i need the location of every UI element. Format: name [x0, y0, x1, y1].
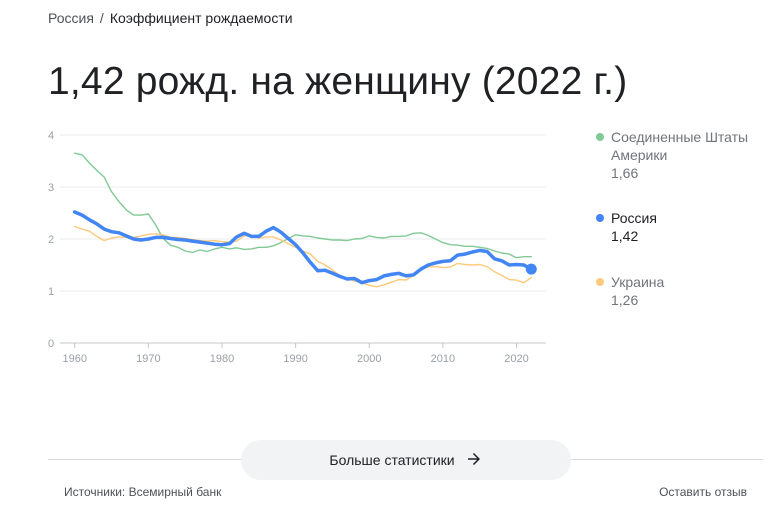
more-statistics-label: Больше статистики — [329, 452, 455, 468]
series-line-usa — [74, 152, 532, 259]
series-endpoint-russia — [525, 263, 537, 275]
y-tick-label-2: 2 — [48, 234, 54, 246]
breadcrumb-current: Коэффициент рождаемости — [109, 10, 293, 26]
x-tick-label-1960: 1960 — [62, 353, 86, 365]
breadcrumb-separator: / — [99, 10, 104, 26]
headline-value: 1,42 рожд. на женщину (2022 г.) — [48, 60, 628, 103]
y-tick-label-3: 3 — [48, 182, 54, 194]
legend-name-russia: Россия — [611, 210, 657, 226]
legend-entry-russia[interactable]: Россия 1,42 — [596, 209, 756, 245]
legend-entry-ukraine[interactable]: Украина 1,26 — [596, 273, 756, 309]
x-tick-label-2000: 2000 — [357, 353, 381, 365]
legend-value-russia: 1,42 — [611, 228, 639, 244]
legend-name-usa: Соединенные Штаты Америки — [611, 129, 749, 163]
series-line-russia — [72, 210, 534, 285]
x-tick-label-1990: 1990 — [283, 353, 307, 365]
legend-entry-usa[interactable]: Соединенные Штаты Америки 1,66 — [596, 128, 756, 182]
legend-dot-usa — [596, 133, 604, 141]
footer-source: Источники: Всемирный банк — [64, 485, 222, 499]
x-tick-label-1980: 1980 — [210, 353, 234, 365]
breadcrumb: Россия / Коэффициент рождаемости — [48, 10, 293, 26]
x-tick-label-1970: 1970 — [136, 353, 160, 365]
legend-dot-russia — [596, 214, 604, 222]
arrow-right-icon — [465, 450, 483, 471]
fertility-line-chart[interactable]: 0 1 2 3 4 1960 1970 1980 1990 2000 2010 2020 — [0, 0, 769, 380]
y-tick-label-0: 0 — [48, 338, 54, 350]
feedback-link[interactable]: Оставить отзыв — [659, 485, 747, 499]
x-tick-label-2010: 2010 — [431, 353, 455, 365]
legend-value-usa: 1,66 — [611, 165, 639, 181]
more-statistics-button[interactable]: Больше статистики — [241, 440, 571, 480]
breadcrumb-root-link[interactable]: Россия — [48, 10, 94, 26]
legend-name-ukraine: Украина — [611, 274, 665, 290]
x-tick-label-2020: 2020 — [504, 353, 528, 365]
y-tick-label-1: 1 — [48, 286, 54, 298]
y-tick-label-4: 4 — [48, 130, 54, 142]
legend-dot-ukraine — [596, 278, 604, 286]
legend-value-ukraine: 1,26 — [611, 292, 639, 308]
